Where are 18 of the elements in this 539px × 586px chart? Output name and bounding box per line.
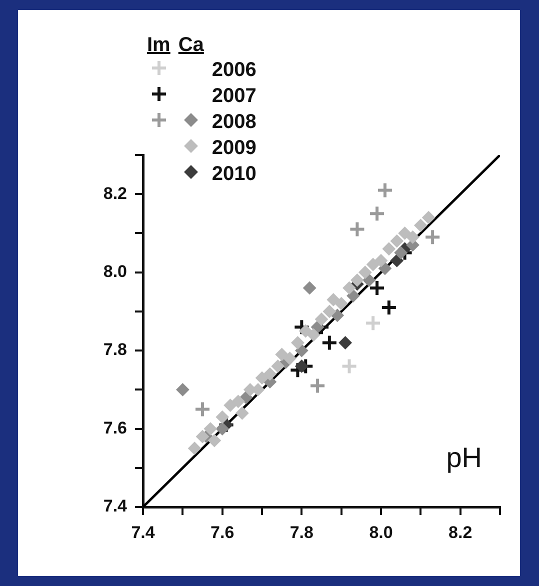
legend-label: 2009 xyxy=(210,136,258,160)
annotation: pH xyxy=(446,442,482,473)
legend-label: 2006 xyxy=(210,58,258,82)
legend-label: 2010 xyxy=(210,162,258,186)
y-tick-label: 8.0 xyxy=(103,262,127,282)
y-tick-label: 7.8 xyxy=(103,340,127,360)
x-tick-label: 8.2 xyxy=(448,522,472,542)
x-tick-label: 7.4 xyxy=(131,522,156,542)
legend-label: 2007 xyxy=(210,84,258,108)
y-tick-label: 7.6 xyxy=(103,418,127,438)
y-tick-label: 8.2 xyxy=(103,184,127,203)
y-tick-label: 7.4 xyxy=(103,496,128,516)
x-tick-label: 8.0 xyxy=(369,522,393,542)
x-tick-label: 7.6 xyxy=(210,522,234,542)
text: Im xyxy=(146,34,172,57)
x-tick-label: 7.8 xyxy=(290,522,314,542)
legend-label: 2008 xyxy=(210,110,258,134)
text: Ca xyxy=(177,34,205,57)
